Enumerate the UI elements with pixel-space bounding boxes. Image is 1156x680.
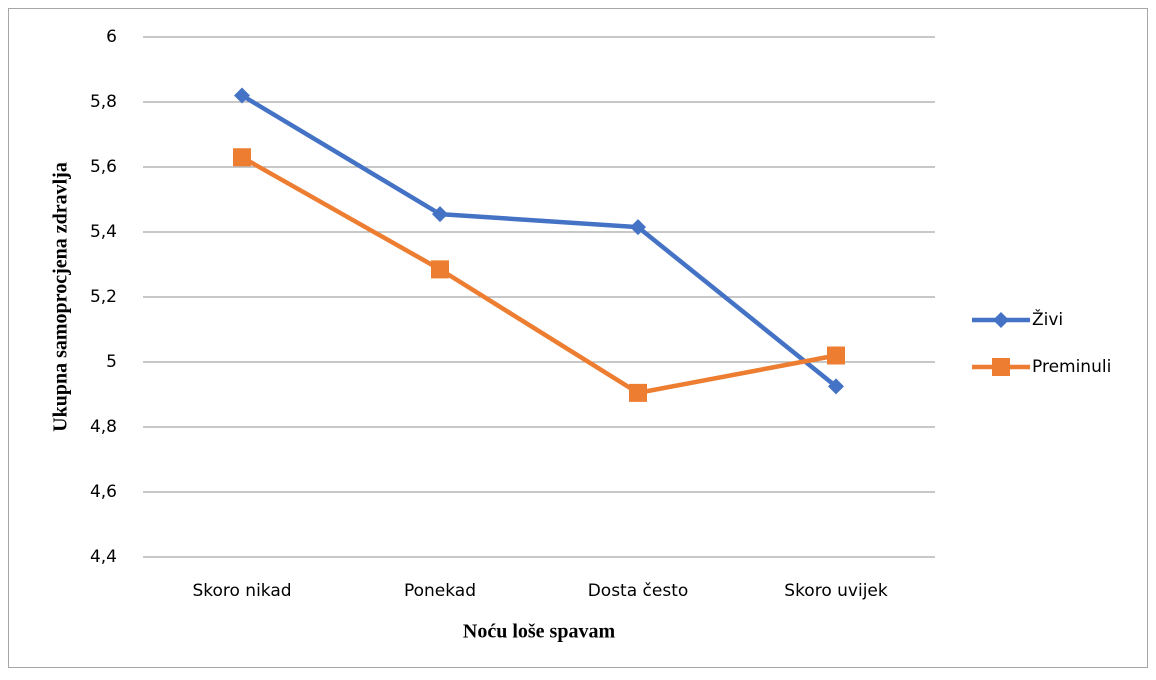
y-tick-label: 4,4 bbox=[90, 547, 117, 567]
y-tick-label: 5,6 bbox=[90, 157, 117, 177]
y-tick-label: 5,8 bbox=[90, 92, 117, 112]
y-axis-title: Ukupna samoprocjena zdravlja bbox=[50, 162, 72, 432]
y-tick-label: 5 bbox=[106, 352, 117, 372]
marker bbox=[431, 260, 449, 279]
marker bbox=[432, 206, 448, 223]
y-tick-label: 4,6 bbox=[90, 482, 117, 502]
marker bbox=[828, 378, 844, 395]
x-tick-label: Skoro nikad bbox=[192, 581, 291, 601]
marker bbox=[827, 346, 845, 365]
marker bbox=[234, 87, 250, 104]
chart-frame bbox=[8, 8, 1148, 668]
x-tick-label: Skoro uvijek bbox=[784, 581, 888, 601]
legend-marker bbox=[993, 312, 1009, 328]
legend-label: Živi bbox=[1032, 308, 1063, 330]
marker bbox=[630, 219, 646, 236]
x-axis-title: Noću loše spavam bbox=[463, 621, 616, 643]
y-tick-label: 5,4 bbox=[90, 222, 117, 242]
y-tick-label: 6 bbox=[106, 27, 117, 47]
series-line bbox=[240, 155, 837, 396]
y-tick-label: 4,8 bbox=[90, 417, 117, 437]
x-tick-label: Dosta često bbox=[588, 581, 689, 601]
y-tick-label: 5,2 bbox=[90, 287, 117, 307]
marker bbox=[629, 383, 647, 402]
marker bbox=[233, 148, 251, 167]
x-tick-label: Ponekad bbox=[404, 581, 476, 601]
series-line bbox=[240, 93, 838, 389]
legend-label: Preminuli bbox=[1032, 357, 1111, 377]
legend-marker bbox=[992, 358, 1010, 376]
